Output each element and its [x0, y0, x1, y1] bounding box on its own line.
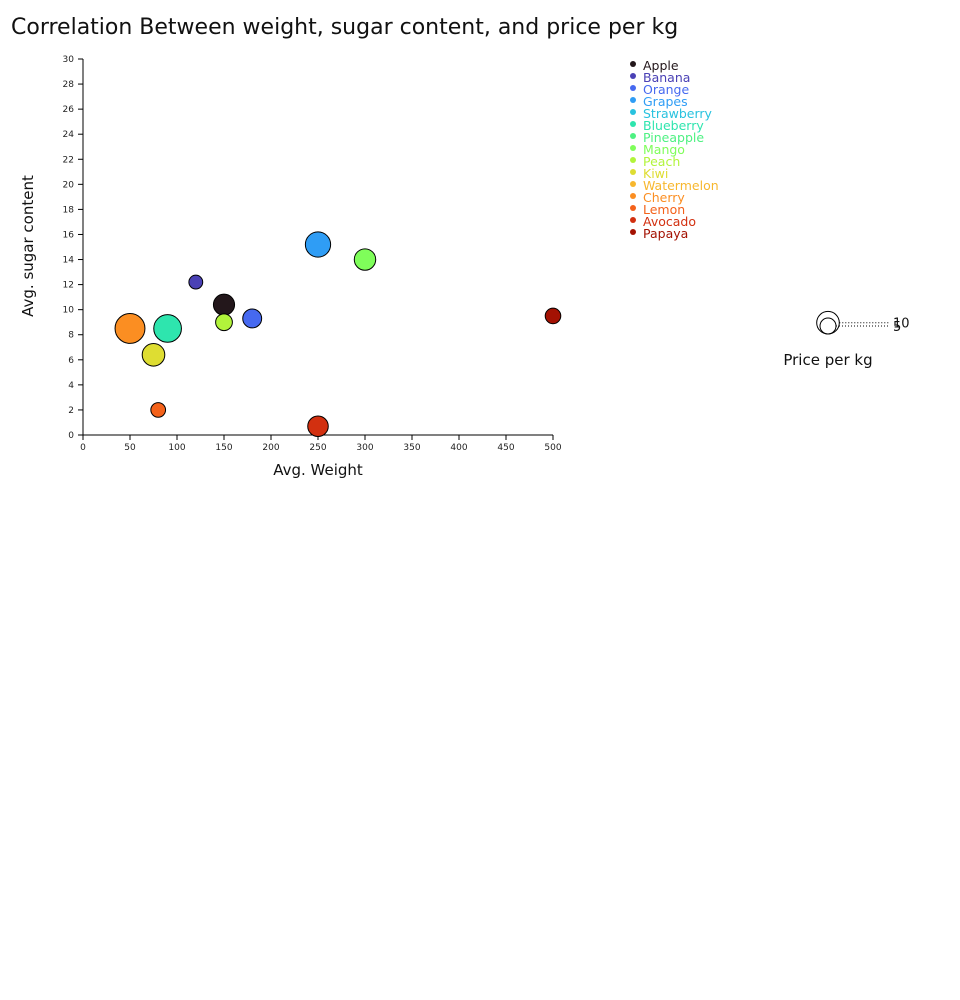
- legend-marker: [630, 181, 636, 187]
- y-tick-label: 6: [68, 356, 74, 366]
- bubble-papaya[interactable]: [544, 307, 562, 325]
- legend-item-mango: Mango: [643, 142, 685, 157]
- legend-item-cherry: Cherry: [643, 190, 685, 205]
- bubble-peach[interactable]: [215, 313, 233, 332]
- x-tick-label: 100: [168, 443, 185, 453]
- x-tick-label: 400: [450, 443, 467, 453]
- size-legend-circle: [819, 317, 837, 335]
- legend-marker: [630, 229, 636, 235]
- x-tick-label: 250: [309, 443, 326, 453]
- legend-marker: [630, 121, 636, 127]
- y-tick-label: 18: [63, 205, 75, 215]
- bubble-apple[interactable]: [212, 293, 236, 316]
- y-tick-label: 28: [63, 80, 75, 90]
- bubbles: [114, 231, 562, 437]
- x-axis-title: Avg. Weight: [273, 461, 363, 479]
- legend-item-pineapple: Pineapple: [643, 130, 704, 145]
- size-legend-title: Price per kg: [783, 351, 872, 369]
- legend-marker: [630, 169, 636, 175]
- legend-marker: [630, 193, 636, 199]
- y-tick-label: 26: [63, 105, 75, 115]
- legend-item-peach: Peach: [643, 154, 680, 169]
- size-legend-circle: [816, 310, 840, 335]
- legend-marker: [630, 73, 636, 79]
- legend-item-avocado: Avocado: [643, 214, 696, 229]
- bubble-orange[interactable]: [242, 308, 263, 329]
- legend-marker: [630, 217, 636, 223]
- y-tick-label: 8: [68, 331, 74, 341]
- legend-marker: [630, 97, 636, 103]
- legend-item-blueberry: Blueberry: [643, 118, 704, 133]
- x-tick-label: 0: [80, 443, 86, 453]
- y-tick-label: 12: [63, 281, 74, 291]
- bubble-banana[interactable]: [188, 274, 204, 290]
- y-tick-label: 2: [68, 406, 74, 416]
- legend-marker: [630, 145, 636, 151]
- legend-item-papaya: Papaya: [643, 226, 688, 241]
- y-tick-label: 22: [63, 155, 74, 165]
- bubble-grapes[interactable]: [304, 231, 332, 258]
- x-tick-label: 50: [124, 443, 136, 453]
- y-tick-label: 30: [63, 55, 75, 65]
- legend-item-banana: Banana: [643, 70, 690, 85]
- bubble-avocado[interactable]: [307, 415, 329, 437]
- y-tick-label: 24: [63, 130, 75, 140]
- legend-item-lemon: Lemon: [643, 202, 685, 217]
- legend-marker: [630, 157, 636, 163]
- chart-title: Correlation Between weight, sugar conten…: [11, 15, 679, 40]
- x-tick-label: 300: [356, 443, 373, 453]
- legend-item-kiwi: Kiwi: [643, 166, 668, 181]
- legend: AppleBananaOrangeGrapesStrawberryBlueber…: [630, 58, 719, 241]
- bubble-mango[interactable]: [353, 248, 377, 271]
- y-tick-label: 10: [63, 306, 75, 316]
- bubble-lemon[interactable]: [150, 402, 167, 418]
- legend-marker: [630, 61, 636, 67]
- y-tick-label: 4: [68, 381, 74, 391]
- size-legend-value: 10: [893, 317, 910, 332]
- legend-marker: [630, 85, 636, 91]
- x-tick-label: 450: [497, 443, 514, 453]
- bubble-blueberry[interactable]: [153, 314, 182, 343]
- legend-marker: [630, 133, 636, 139]
- axes: 0 50 100 150 200 250 300 350 400 450 5000246810121…: [63, 55, 562, 453]
- bubble-kiwi[interactable]: [141, 342, 166, 367]
- legend-marker: [630, 205, 636, 211]
- x-tick-label: 350: [403, 443, 420, 453]
- size-legend-value: 5: [893, 320, 901, 335]
- y-tick-label: 14: [63, 256, 75, 266]
- legend-item-strawberry: Strawberry: [643, 106, 713, 121]
- bubble-cherry[interactable]: [114, 313, 146, 344]
- legend-item-watermelon: Watermelon: [643, 178, 719, 193]
- x-tick-label: 200: [262, 443, 279, 453]
- legend-item-orange: Orange: [643, 82, 689, 97]
- size-legend: 105 Price per kg: [783, 310, 910, 369]
- x-tick-label: 500: [544, 443, 561, 453]
- legend-item-grapes: Grapes: [643, 94, 688, 109]
- y-tick-label: 20: [63, 180, 75, 190]
- x-tick-label: 150: [215, 443, 232, 453]
- y-tick-label: 0: [68, 431, 74, 441]
- y-axis-title: Avg. sugar content: [19, 175, 37, 317]
- y-tick-label: 16: [63, 230, 75, 240]
- legend-marker: [630, 109, 636, 115]
- legend-item-apple: Apple: [643, 58, 679, 73]
